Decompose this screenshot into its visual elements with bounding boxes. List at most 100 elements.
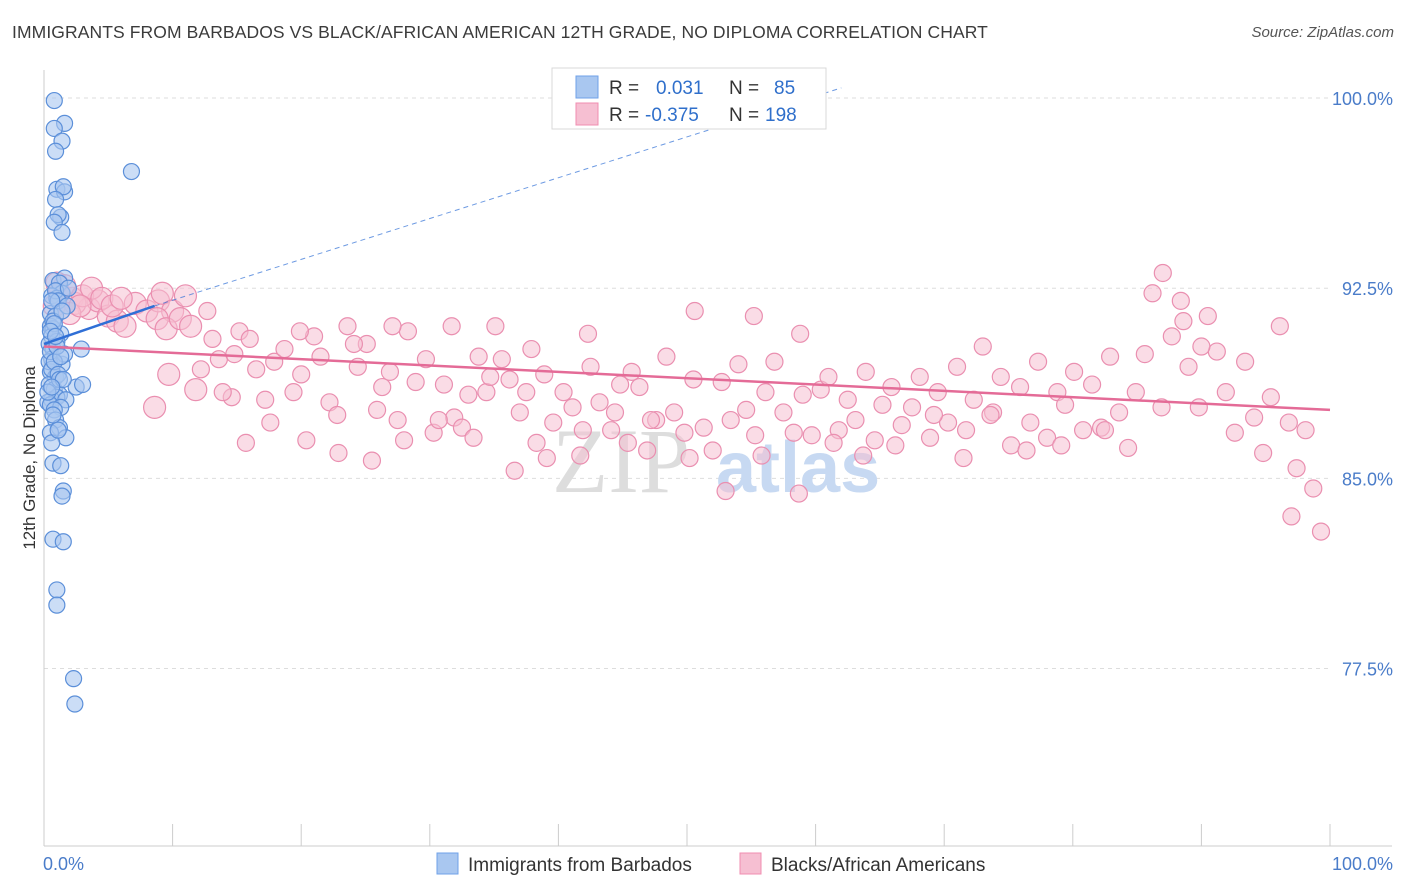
pink-point-184 xyxy=(236,433,256,452)
pink-point-157 xyxy=(1174,312,1193,331)
pink-point-79 xyxy=(638,441,657,460)
pink-point-150 xyxy=(1279,413,1298,432)
source-label: Source: ZipAtlas.com xyxy=(1251,24,1394,41)
blue-point-74 xyxy=(43,292,61,310)
pink-point-186 xyxy=(157,362,181,386)
pink-point-189 xyxy=(213,383,232,402)
pink-point-127 xyxy=(1073,421,1093,440)
blue-point-58 xyxy=(64,670,83,688)
pink-point-66 xyxy=(517,383,536,402)
pink-point-196 xyxy=(578,324,598,343)
y-axis-label: 12th Grade, No Diploma xyxy=(20,366,39,550)
pink-point-192 xyxy=(383,317,402,336)
pink-point-61 xyxy=(477,383,496,402)
y-tick-labels: 100.0% 92.5% 85.0% 77.5% xyxy=(1332,89,1393,679)
pink-point-28 xyxy=(198,301,217,321)
pink-point-199 xyxy=(744,306,763,326)
pink-point-27 xyxy=(179,314,203,338)
pink-point-38 xyxy=(275,339,294,359)
pink-point-137 xyxy=(1162,327,1181,346)
pink-point-183 xyxy=(261,413,280,432)
blue-point-0 xyxy=(45,91,63,110)
pink-point-200 xyxy=(791,324,810,343)
blue-point-73 xyxy=(59,279,78,297)
pink-point-195 xyxy=(522,339,541,359)
pink-point-154 xyxy=(1311,522,1331,541)
legend-r-value-blue: 0.031 xyxy=(656,78,704,99)
pink-point-58 xyxy=(452,418,472,437)
pink-point-193 xyxy=(442,317,461,336)
pink-point-185 xyxy=(191,360,210,379)
correlation-legend: R = 0.031 N = 85 R = -0.375 N = 198 xyxy=(551,67,827,130)
blue-trend-line xyxy=(43,304,156,346)
chart-title: IMMIGRANTS FROM BARBADOS VS BLACK/AFRICA… xyxy=(12,22,988,42)
pink-point-135 xyxy=(1143,284,1162,303)
pink-point-173 xyxy=(605,403,625,422)
pink-point-158 xyxy=(1152,398,1171,417)
pink-point-68 xyxy=(535,365,554,384)
pink-point-30 xyxy=(209,350,228,369)
blue-point-83 xyxy=(52,348,70,366)
pink-point-130 xyxy=(1100,347,1120,366)
pink-point-21 xyxy=(109,286,133,310)
pink-point-134 xyxy=(1135,345,1154,364)
bottom-legend-label-pink: Blacks/African Americans xyxy=(771,855,985,876)
pink-point-179 xyxy=(394,431,414,450)
pink-point-148 xyxy=(1261,388,1280,407)
pink-trend-line xyxy=(43,345,1331,412)
pink-point-143 xyxy=(1216,383,1235,402)
pink-point-77 xyxy=(618,433,637,452)
pink-point-118 xyxy=(991,367,1010,387)
y-tick-label-3: 77.5% xyxy=(1342,660,1393,680)
y-tick-label-2: 85.0% xyxy=(1342,469,1393,489)
pink-point-172 xyxy=(641,410,661,430)
pink-point-167 xyxy=(824,433,843,452)
pink-point-53 xyxy=(406,372,425,392)
pink-point-107 xyxy=(892,416,911,435)
pink-point-111 xyxy=(928,383,947,402)
pink-point-63 xyxy=(492,350,511,369)
watermark: ZIP atlas xyxy=(552,410,880,512)
pink-point-177 xyxy=(464,428,483,447)
pink-point-160 xyxy=(1052,436,1071,455)
pink-point-81 xyxy=(657,347,676,366)
pink-point-162 xyxy=(981,405,1000,425)
blue-series-points xyxy=(39,91,141,713)
pink-point-139 xyxy=(1179,357,1198,376)
bottom-legend-swatch-blue xyxy=(436,852,459,875)
pink-point-89 xyxy=(729,355,748,374)
pink-point-122 xyxy=(1028,352,1048,371)
blue-point-55 xyxy=(54,533,72,551)
pink-point-85 xyxy=(694,418,713,437)
pink-point-136 xyxy=(1153,263,1172,283)
pink-point-87 xyxy=(712,372,731,392)
pink-point-128 xyxy=(1082,375,1102,394)
legend-n-value-pink: 198 xyxy=(765,105,797,126)
pink-point-13 xyxy=(173,284,198,308)
pink-point-91 xyxy=(746,426,765,445)
pink-point-153 xyxy=(1304,479,1323,498)
pink-point-99 xyxy=(819,367,838,387)
pink-point-194 xyxy=(481,367,500,387)
pink-point-190 xyxy=(290,322,310,341)
pink-point-120 xyxy=(1010,377,1030,397)
pink-point-156 xyxy=(1192,337,1211,356)
pink-point-67 xyxy=(527,433,546,452)
blue-point-9 xyxy=(46,190,65,209)
pink-point-152 xyxy=(1296,421,1315,440)
pink-point-138 xyxy=(1171,291,1190,310)
pink-point-147 xyxy=(1254,443,1273,463)
blue-point-5 xyxy=(122,162,141,181)
pink-point-74 xyxy=(590,393,609,412)
pink-point-82 xyxy=(665,403,684,422)
pink-point-103 xyxy=(856,362,875,381)
pink-point-188 xyxy=(184,378,208,402)
pink-point-151 xyxy=(1287,459,1306,478)
pink-point-168 xyxy=(789,484,808,503)
legend-r-label-pink: R = xyxy=(609,105,639,126)
legend-r-value-pink: -0.375 xyxy=(645,105,699,126)
legend-swatch-pink xyxy=(575,102,599,126)
pink-point-169 xyxy=(752,446,771,465)
pink-point-73 xyxy=(581,357,600,376)
